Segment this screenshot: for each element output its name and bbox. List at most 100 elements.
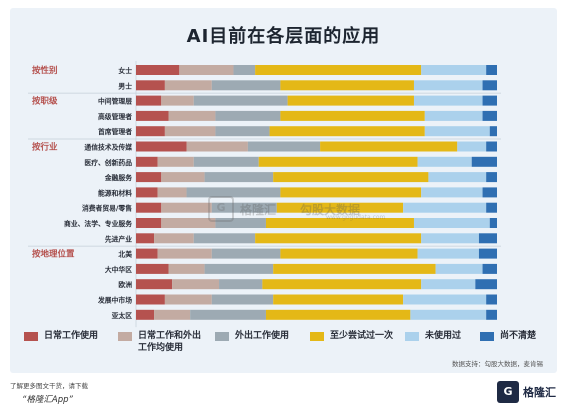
category-label: 亚太区 xyxy=(112,311,133,320)
bar-segment xyxy=(211,202,277,213)
bar-segment xyxy=(482,110,497,121)
bar-segment xyxy=(255,65,422,75)
bar-segment xyxy=(211,80,281,91)
bar-segment xyxy=(157,187,187,198)
bar-segment xyxy=(413,95,483,106)
bar-segment xyxy=(478,248,497,259)
bar-segment xyxy=(136,65,180,75)
bar-segment xyxy=(424,126,490,137)
bar-segment xyxy=(471,156,497,167)
bar-segment xyxy=(280,187,422,198)
bar-segment xyxy=(233,65,256,75)
bar-segment xyxy=(482,263,497,274)
bar-segment xyxy=(428,172,487,183)
bar-segment xyxy=(273,294,404,305)
bar-segment xyxy=(417,248,479,259)
legend-item: 日常工作使用 xyxy=(24,330,128,342)
bar-segment xyxy=(136,263,169,274)
category-label: 欧洲 xyxy=(118,280,132,289)
bar-segment xyxy=(273,172,429,183)
bar-segment xyxy=(478,233,497,244)
bar-segment xyxy=(190,309,266,320)
legend-label: 未使用过 xyxy=(425,331,462,341)
brand-logo-icon: G xyxy=(497,381,519,403)
bar-segment xyxy=(136,233,155,244)
bar-segment xyxy=(136,294,165,305)
bar-segment xyxy=(435,263,483,274)
bar-segment xyxy=(410,309,487,320)
bar-segment xyxy=(164,294,212,305)
legend-swatch xyxy=(480,332,494,341)
bar-segment xyxy=(154,233,194,244)
legend-label: 日常工作和外出 工作均使用 xyxy=(138,331,202,353)
group-label: 按性别 xyxy=(32,65,58,76)
bar-segment xyxy=(280,80,414,91)
bar-segment xyxy=(486,172,497,183)
bar-segment xyxy=(424,110,483,121)
category-label: 能源和材料 xyxy=(98,188,132,197)
bar-segment xyxy=(417,156,472,167)
bar-segment xyxy=(164,80,212,91)
legend-label: 尚不清楚 xyxy=(500,331,537,341)
bar-segment xyxy=(161,95,194,106)
bar-segment xyxy=(482,187,497,198)
bar-segment xyxy=(421,65,487,75)
bar-segment xyxy=(421,279,476,290)
bar-segment xyxy=(136,126,165,137)
bar-segment xyxy=(413,80,483,91)
bar-segment xyxy=(154,309,191,320)
bar-segment xyxy=(486,309,497,320)
bar-segment xyxy=(262,279,422,290)
bar-segment xyxy=(421,187,483,198)
bar-segment xyxy=(161,172,205,183)
bar-segment xyxy=(136,279,173,290)
category-label: 首席管理者 xyxy=(98,127,132,136)
category-label: 通信技术及传媒 xyxy=(84,143,132,152)
bar-segment xyxy=(255,233,422,244)
bar-segment xyxy=(265,218,414,228)
legend-swatch xyxy=(24,332,38,341)
bar-segment xyxy=(136,202,162,213)
category-label: 北美 xyxy=(118,250,132,259)
category-label: 先进产业 xyxy=(105,234,132,243)
category-label: 商业、法学、专业服务 xyxy=(64,219,132,228)
bar-segment xyxy=(136,309,155,320)
bar-segment xyxy=(486,141,497,152)
bar-segment xyxy=(186,141,248,152)
bar-segment xyxy=(265,309,411,320)
category-label: 消费者贸易/零售 xyxy=(82,204,132,213)
bar-segment xyxy=(172,279,220,290)
legend-swatch xyxy=(215,332,229,341)
bar-segment xyxy=(482,95,497,106)
bar-segment xyxy=(193,95,288,106)
bar-segment xyxy=(179,65,234,75)
bar-segment xyxy=(403,202,487,213)
group-label: 按行业 xyxy=(32,142,58,153)
category-label: 中间管理层 xyxy=(98,97,132,106)
data-source: 数据支持：勾股大数据，麦肯锡 xyxy=(452,360,543,368)
bar-segment xyxy=(157,156,194,167)
bar-segment xyxy=(486,202,497,213)
legend-item: 外出工作使用 xyxy=(215,330,319,342)
category-label: 大中华区 xyxy=(105,265,132,274)
legend-swatch xyxy=(310,332,324,341)
bar-segment xyxy=(193,156,259,167)
category-label: 发展中市场 xyxy=(97,296,132,305)
bar-segment xyxy=(269,126,425,137)
bar-segment xyxy=(273,263,436,274)
bar-segment xyxy=(247,141,321,152)
legend-item: 尚不清楚 xyxy=(480,330,567,342)
bar-segment xyxy=(136,172,162,183)
legend-label: 日常工作使用 xyxy=(44,331,99,341)
legend-label: 外出工作使用 xyxy=(235,331,290,341)
bar-segment xyxy=(161,218,216,228)
bar-segment xyxy=(457,141,487,152)
bar-segment xyxy=(136,187,158,198)
footer-note: 了解更多图文干货，请下载 xyxy=(10,382,88,390)
bar-segment xyxy=(164,126,216,137)
bar-segment xyxy=(161,202,212,213)
bar-segment xyxy=(136,95,162,106)
bar-segment xyxy=(136,80,165,91)
bar-segment xyxy=(168,110,216,121)
